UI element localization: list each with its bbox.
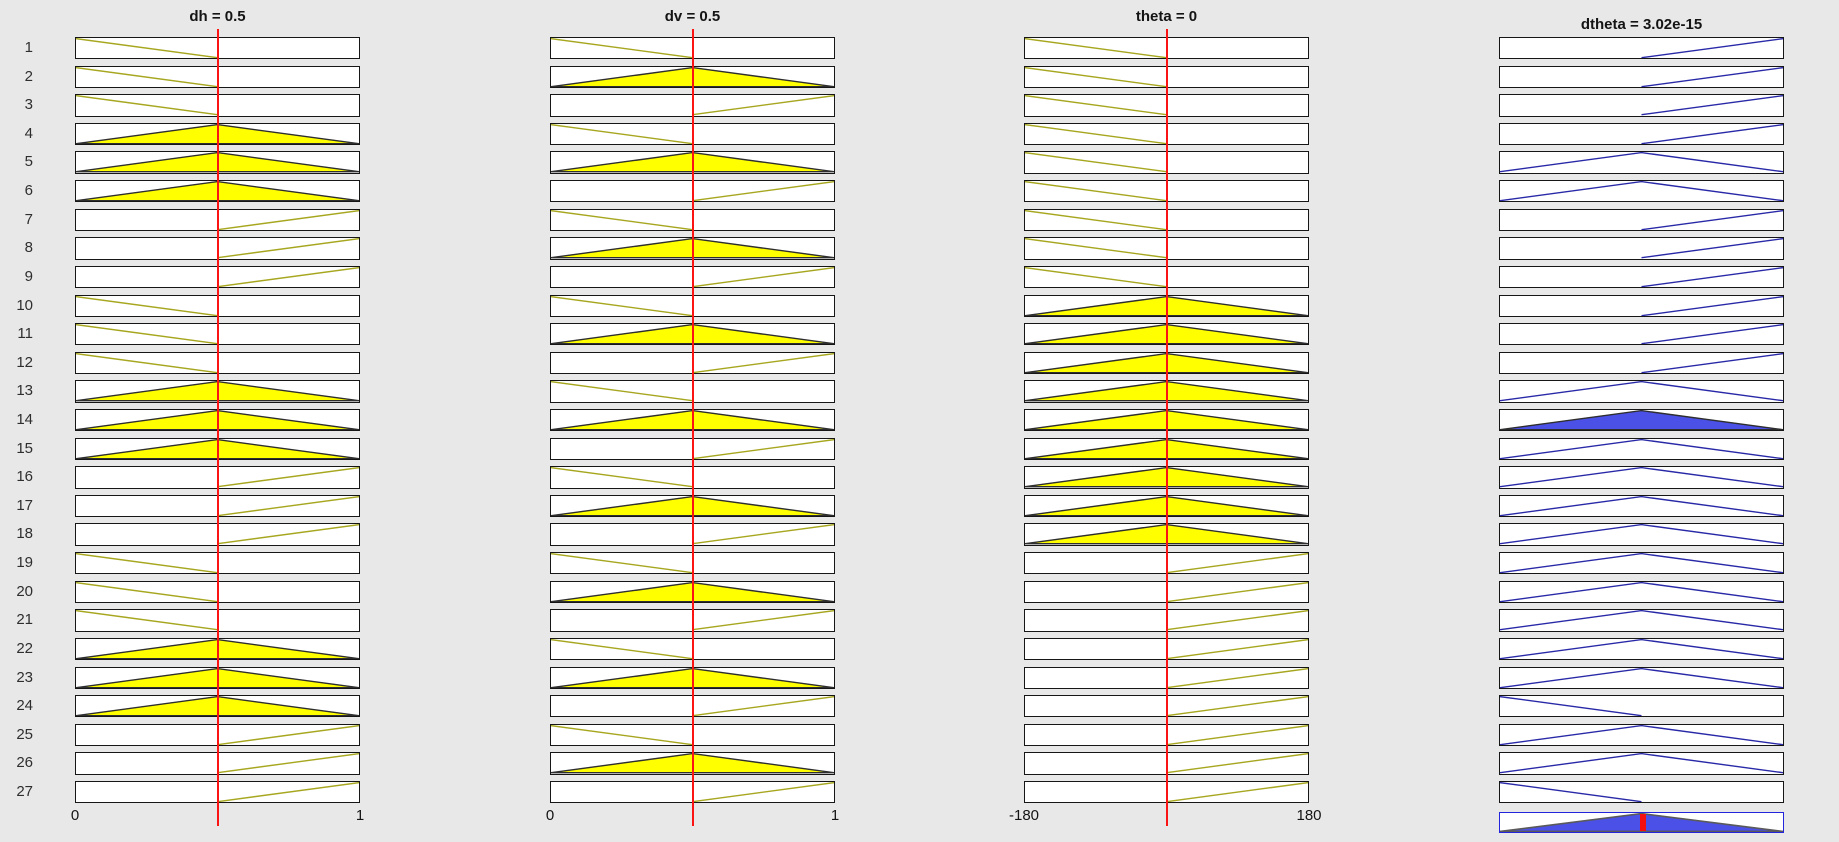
column-dtheta-plot-area — [1499, 37, 1784, 804]
axis-label-dv-min: 0 — [545, 807, 555, 824]
mf-cell-rule2-dtheta — [1499, 65, 1784, 88]
column-theta-title: theta = 0 — [1135, 8, 1198, 25]
axis-label-theta-min: -180 — [1008, 807, 1040, 824]
mf-cell-rule9-dtheta — [1499, 265, 1784, 289]
rule-number-5[interactable]: 5 — [24, 153, 33, 171]
mf-cell-rule7-dtheta — [1499, 208, 1784, 231]
rule-number-13[interactable]: 13 — [16, 382, 33, 400]
mf-cell-rule3-dtheta — [1499, 94, 1784, 117]
mf-cell-rule27-dtheta — [1499, 780, 1784, 804]
mf-cell-rule25-dtheta — [1499, 723, 1784, 747]
rule-number-20[interactable]: 20 — [16, 582, 33, 600]
column-dtheta-title: dtheta = 3.02e-15 — [1580, 16, 1703, 33]
rule-number-2[interactable]: 2 — [24, 67, 33, 85]
mf-cell-rule26-dtheta — [1499, 752, 1784, 775]
mf-cell-rule1-dtheta — [1499, 37, 1784, 60]
axis-label-dh-max: 1 — [355, 807, 365, 824]
rule-number-23[interactable]: 23 — [16, 668, 33, 686]
rule-number-3[interactable]: 3 — [24, 96, 33, 114]
rule-number-12[interactable]: 12 — [16, 353, 33, 371]
rule-number-10[interactable]: 10 — [16, 296, 33, 314]
axis-label-dh-min: 0 — [70, 807, 80, 824]
rule-number-7[interactable]: 7 — [24, 210, 33, 228]
rule-number-24[interactable]: 24 — [16, 697, 33, 715]
rule-number-15[interactable]: 15 — [16, 439, 33, 457]
mf-cell-rule6-dtheta — [1499, 180, 1784, 203]
mf-cell-rule14-dtheta — [1499, 408, 1784, 432]
rule-number-27[interactable]: 27 — [16, 782, 33, 800]
rule-number-1[interactable]: 1 — [24, 39, 33, 56]
input-cursor-theta[interactable] — [1165, 29, 1168, 826]
rule-number-9[interactable]: 9 — [24, 267, 33, 285]
rule-number-4[interactable]: 4 — [24, 124, 33, 142]
mf-cell-rule18-dtheta — [1499, 523, 1784, 546]
column-theta: theta = 0 -180 180 — [1009, 0, 1322, 842]
aggregate-output-box — [1499, 812, 1784, 833]
rule-number-18[interactable]: 18 — [16, 525, 33, 543]
rule-number-6[interactable]: 6 — [24, 182, 33, 200]
input-cursor-dh[interactable] — [216, 29, 219, 826]
mf-cell-rule4-dtheta — [1499, 122, 1784, 146]
rule-number-19[interactable]: 19 — [16, 554, 33, 572]
mf-cell-rule12-dtheta — [1499, 351, 1784, 375]
mf-cell-rule15-dtheta — [1499, 437, 1784, 460]
rule-number-26[interactable]: 26 — [16, 754, 33, 772]
input-cursor-dv[interactable] — [691, 29, 694, 826]
mf-cell-rule17-dtheta — [1499, 494, 1784, 518]
mf-cell-rule5-dtheta — [1499, 151, 1784, 174]
rule-number-14[interactable]: 14 — [16, 410, 33, 428]
rule-number-11[interactable]: 11 — [17, 325, 33, 343]
column-dv-title: dv = 0.5 — [664, 8, 721, 25]
mf-cell-rule11-dtheta — [1499, 323, 1784, 346]
mf-cell-rule8-dtheta — [1499, 237, 1784, 260]
mf-cell-rule16-dtheta — [1499, 466, 1784, 489]
mf-cell-rule23-dtheta — [1499, 666, 1784, 689]
mf-cell-rule13-dtheta — [1499, 380, 1784, 403]
column-dh-title: dh = 0.5 — [189, 8, 246, 25]
rule-number-16[interactable]: 16 — [16, 468, 33, 486]
rule-number-22[interactable]: 22 — [16, 639, 33, 657]
axis-label-theta-max: 180 — [1296, 807, 1322, 824]
output-value-marker — [1639, 814, 1646, 831]
column-dh: dh = 0.5 0 1 — [71, 0, 364, 842]
mf-cell-rule24-dtheta — [1499, 695, 1784, 718]
mf-cell-rule10-dtheta — [1499, 294, 1784, 317]
rule-number-8[interactable]: 8 — [24, 239, 33, 257]
column-dv: dv = 0.5 0 1 — [546, 0, 839, 842]
rule-number-21[interactable]: 21 — [16, 611, 33, 629]
axis-label-dv-max: 1 — [830, 807, 840, 824]
mf-cell-rule20-dtheta — [1499, 580, 1784, 603]
column-dtheta: dtheta = 3.02e-15 — [1499, 0, 1784, 842]
mf-cell-rule22-dtheta — [1499, 637, 1784, 661]
rule-number-17[interactable]: 17 — [16, 496, 33, 514]
rule-number-25[interactable]: 25 — [16, 725, 33, 743]
mf-cell-rule21-dtheta — [1499, 609, 1784, 632]
mf-cell-rule19-dtheta — [1499, 552, 1784, 575]
